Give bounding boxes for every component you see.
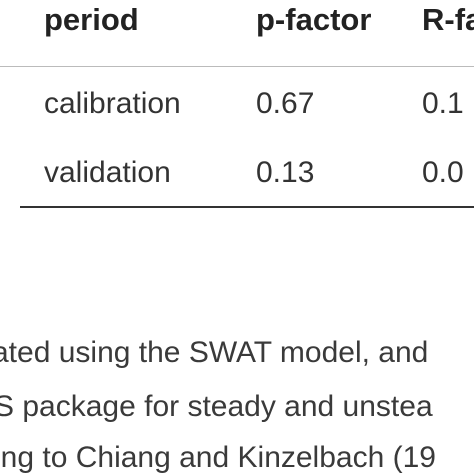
header-p-factor: p-factor <box>256 2 372 37</box>
header-r-factor: R-fa <box>422 2 474 37</box>
paragraph-line-1: ated using the SWAT model, and <box>0 336 429 369</box>
paragraph-line-2: S package for steady and unstea <box>0 390 433 423</box>
row-validation-period: validation <box>44 156 171 189</box>
header-divider <box>0 66 474 67</box>
paragraph-line-3: ing to Chiang and Kinzelbach (19 <box>0 441 436 474</box>
row-validation-r-factor: 0.0 <box>422 156 464 189</box>
row-validation-p-factor: 0.13 <box>256 156 315 189</box>
row-calibration-r-factor: 0.1 <box>422 87 464 120</box>
header-period: period <box>44 2 139 37</box>
row-calibration-period: calibration <box>44 87 181 120</box>
row-calibration-p-factor: 0.67 <box>256 87 315 120</box>
table-bottom-rule <box>20 206 474 208</box>
